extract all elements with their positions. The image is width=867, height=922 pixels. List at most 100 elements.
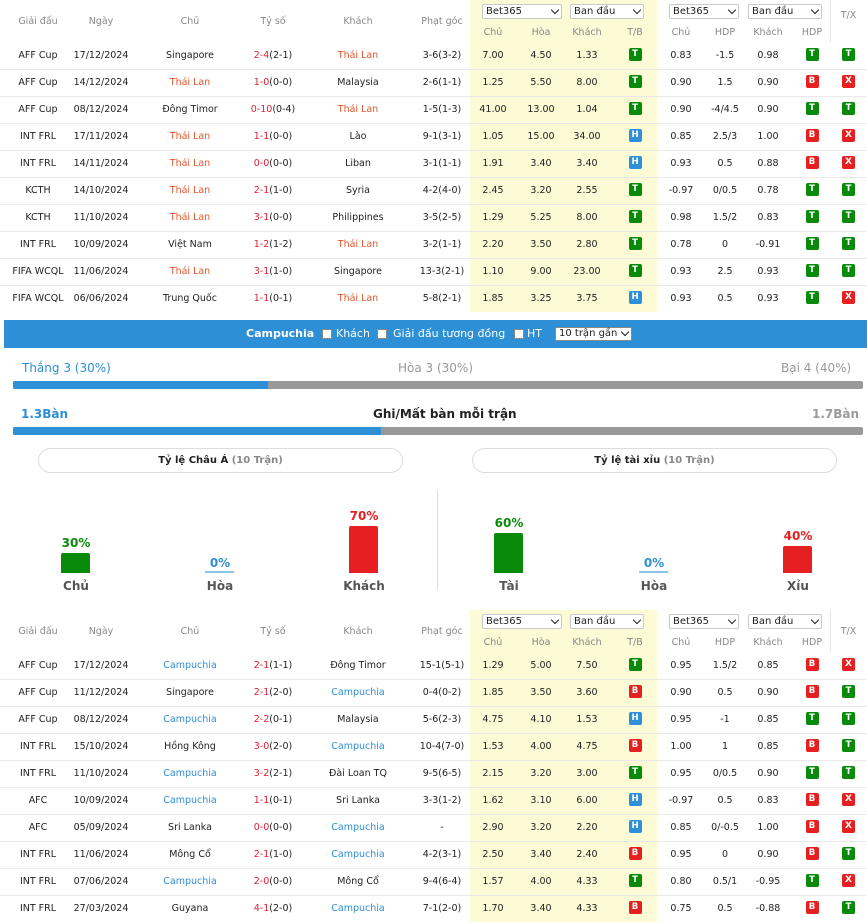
home-team: Campuchia xyxy=(163,660,217,671)
bookmaker-value: Bet365 xyxy=(486,6,523,17)
match-score[interactable]: 4-1(2-0) xyxy=(240,896,306,922)
hdp-line: 0.5 xyxy=(717,903,733,914)
table-row[interactable]: AFF Cup 14/12/2024 Thái Lan Malaysia 2-6(1-1… xyxy=(0,70,867,97)
away-team: Campuchia xyxy=(331,849,385,860)
tx-result: T xyxy=(830,232,867,258)
bookmaker-value: Bet365 xyxy=(673,6,710,17)
table-row[interactable]: INT FRL 10/09/2024 Việt Nam Thái Lan 3-2(1-1… xyxy=(0,232,867,259)
col-odds-away: Khách xyxy=(572,27,602,38)
table-row[interactable]: AFC 10/09/2024 Campuchia Sri Lanka 3-3(1-2) 1… xyxy=(0,788,867,815)
odds-type-select-2[interactable]: Ban đầu xyxy=(748,614,822,629)
tx-result: T xyxy=(830,97,867,123)
ah-away: 0.90 xyxy=(757,768,779,779)
match-score[interactable]: 1-0(0-0) xyxy=(240,70,306,96)
match-score[interactable]: 1-1(0-1) xyxy=(240,788,306,814)
chevron-down-icon xyxy=(810,615,820,625)
match-score[interactable]: 2-2(0-1) xyxy=(240,707,306,733)
bookmaker-select[interactable]: Bet365 xyxy=(482,4,562,19)
match-score[interactable]: 1-2(1-2) xyxy=(240,232,306,258)
match-score[interactable]: 3-1(1-0) xyxy=(240,259,306,285)
divider xyxy=(830,0,831,43)
match-score[interactable]: 2-1(1-0) xyxy=(240,842,306,868)
result-badge: H xyxy=(628,129,642,142)
result-badge: T xyxy=(805,766,819,779)
table-row[interactable]: INT FRL 07/06/2024 Campuchia Mông Cổ 9-4(6-4… xyxy=(0,869,867,896)
match-score[interactable]: 2-0(0-0) xyxy=(240,869,306,895)
home-team: Singapore xyxy=(166,687,214,698)
recent-matches-select[interactable]: 10 trận gần xyxy=(555,327,632,341)
match-score[interactable]: 2-1(1-0) xyxy=(240,178,306,204)
table-row[interactable]: AFF Cup 08/12/2024 Campuchia Malaysia 5-6(2-… xyxy=(0,707,867,734)
ht-score: (0-0) xyxy=(269,876,293,887)
table-row[interactable]: AFF Cup 11/12/2024 Singapore Campuchia 0-4(0… xyxy=(0,680,867,707)
match-score[interactable]: 0-0(0-0) xyxy=(240,815,306,841)
odds-away: 4.33 xyxy=(576,903,598,914)
table-row[interactable]: INT FRL 14/11/2024 Thái Lan Liban 3-1(1-1) 1.… xyxy=(0,151,867,178)
bookmaker-select-2[interactable]: Bet365 xyxy=(669,614,739,629)
match-score[interactable]: 2-1(2-0) xyxy=(240,680,306,706)
odds-type-select-2[interactable]: Ban đầu xyxy=(748,4,822,19)
away-team: Campuchia xyxy=(331,903,385,914)
match-score[interactable]: 3-2(2-1) xyxy=(240,761,306,787)
match-score[interactable]: 2-4(2-1) xyxy=(240,43,306,69)
hdp-result: T xyxy=(789,707,835,733)
match-score[interactable]: 0-0(0-0) xyxy=(240,151,306,177)
hdp-line: 0 xyxy=(721,239,729,250)
odds-type-select[interactable]: Ban đầu xyxy=(570,4,644,19)
ft-score: 0-10 xyxy=(250,104,273,115)
table-row[interactable]: FIFA WCQL 06/06/2024 Trung Quốc Thái Lan 5-8… xyxy=(0,286,867,313)
table-row[interactable]: INT FRL 11/06/2024 Mông Cổ Campuchia 4-2(3-1… xyxy=(0,842,867,869)
hdp-line: 0 xyxy=(721,849,729,860)
odds-home: 2.20 xyxy=(482,239,504,250)
odds-type-select[interactable]: Ban đầu xyxy=(570,614,644,629)
bookmaker-select[interactable]: Bet365 xyxy=(482,614,562,629)
hdp-result: B xyxy=(789,788,835,814)
table-row[interactable]: INT FRL 11/10/2024 Campuchia Đài Loan TQ 9-5… xyxy=(0,761,867,788)
odds-draw: 3.50 xyxy=(530,239,552,250)
tx-result: X xyxy=(830,653,867,679)
table-row[interactable]: AFF Cup 17/12/2024 Singapore Thái Lan 3-6(3-… xyxy=(0,43,867,70)
match-score[interactable]: 3-0(2-0) xyxy=(240,734,306,760)
odds-bg xyxy=(470,286,657,312)
table-row[interactable]: INT FRL 27/03/2024 Guyana Campuchia 7-1(2-0)… xyxy=(0,896,867,922)
bookmaker-select-2[interactable]: Bet365 xyxy=(669,4,739,19)
away-checkbox[interactable] xyxy=(322,329,332,339)
table-row[interactable]: KCTH 11/10/2024 Thái Lan Philippines 3-5(2-5… xyxy=(0,205,867,232)
ht-checkbox[interactable] xyxy=(514,329,524,339)
col-tb: T/B xyxy=(627,637,643,648)
result-badge: H xyxy=(628,820,642,833)
tb-result: B xyxy=(612,734,658,760)
table-row[interactable]: INT FRL 17/11/2024 Thái Lan Lào 9-1(3-1) 1.05… xyxy=(0,124,867,151)
match-league: AFF Cup xyxy=(18,714,58,725)
table-row[interactable]: AFC 05/09/2024 Sri Lanka Campuchia - 2.90 3.20… xyxy=(0,815,867,842)
match-score[interactable]: 1-1(0-1) xyxy=(240,286,306,312)
away-team: Malaysia xyxy=(337,714,379,725)
tx-result: T xyxy=(830,680,867,706)
match-score[interactable]: 1-1(0-0) xyxy=(240,124,306,150)
match-score[interactable]: 0-10(0-4) xyxy=(240,97,306,123)
hdp-result: T xyxy=(789,232,835,258)
table-row[interactable]: KCTH 14/10/2024 Thái Lan Syria 4-2(4-0) 2.45 3… xyxy=(0,178,867,205)
tb-result: B xyxy=(612,842,658,868)
odds-draw: 4.50 xyxy=(530,50,552,61)
result-badge: B xyxy=(805,820,819,833)
result-badge: T xyxy=(628,210,642,223)
table-row[interactable]: AFF Cup 17/12/2024 Campuchia Đông Timor 15-1… xyxy=(0,653,867,680)
result-badge: T xyxy=(628,766,642,779)
table-row[interactable]: AFF Cup 08/12/2024 Đông Timor Thái Lan 1-5(1… xyxy=(0,97,867,124)
table-row[interactable]: FIFA WCQL 11/06/2024 Thái Lan Singapore 13-3… xyxy=(0,259,867,286)
odds-away: 3.60 xyxy=(576,687,598,698)
result-badge: H xyxy=(628,793,642,806)
hdp-result: B xyxy=(789,653,835,679)
win-stat: Thắng 3 (30%) xyxy=(22,361,111,375)
match-score[interactable]: 3-1(0-0) xyxy=(240,205,306,231)
table-row[interactable]: INT FRL 15/10/2024 Hồng Kông Campuchia 10-4(… xyxy=(0,734,867,761)
tx-result: X xyxy=(830,869,867,895)
match-score[interactable]: 2-1(1-1) xyxy=(240,653,306,679)
same-league-checkbox[interactable] xyxy=(377,329,387,339)
away-team: Mông Cổ xyxy=(337,876,379,887)
match-date: 15/10/2024 xyxy=(73,741,129,752)
odds-away: 23.00 xyxy=(573,266,601,277)
ft-score: 0-0 xyxy=(253,822,270,833)
corner-score: 4-2(4-0) xyxy=(422,185,462,196)
